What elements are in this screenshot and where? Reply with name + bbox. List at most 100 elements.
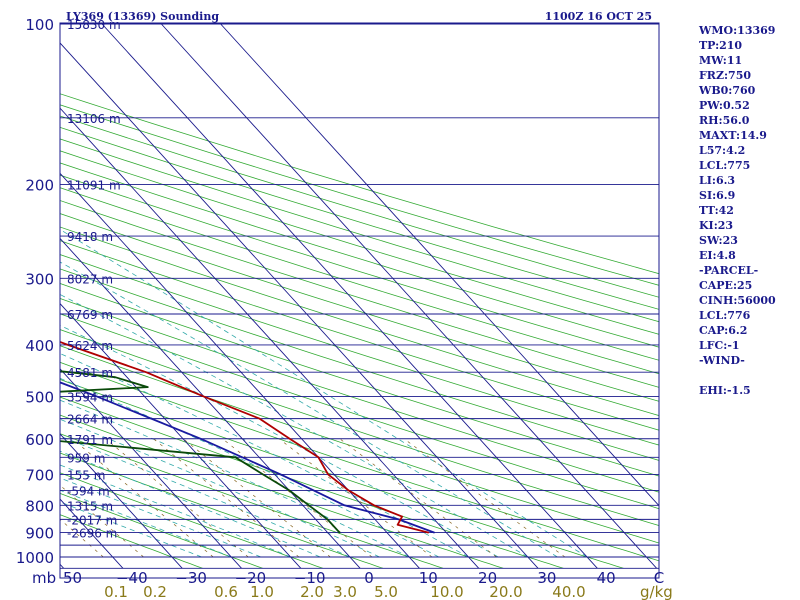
index-row: TP:210: [699, 39, 743, 52]
parcel-path-point: [398, 518, 400, 520]
temperature-tick-label: 40: [597, 569, 616, 587]
temperature-line-point: [397, 524, 399, 526]
height-label: -2017 m: [67, 513, 117, 527]
pressure-tick-label: 300: [25, 270, 54, 288]
dry-adiabat: [60, 213, 659, 402]
parcel-path-point: [280, 473, 282, 476]
index-row: -WIND-: [699, 354, 745, 367]
isotherm: [101, 23, 598, 569]
dry-adiabat: [60, 150, 659, 335]
temperature-line-point: [289, 438, 291, 440]
dewpoint-line-point: [308, 504, 310, 506]
height-label: 9418 m: [67, 230, 113, 244]
height-label: 1315 m: [67, 499, 113, 513]
isotherm: [60, 42, 539, 569]
index-row: CAP:6.2: [699, 324, 748, 337]
dry-adiabat: [60, 254, 659, 446]
isotherm: [60, 107, 480, 569]
index-row: EI:4.8: [699, 249, 736, 262]
pressure-tick-label: 900: [25, 525, 54, 543]
temperature-tick-label: 50: [63, 569, 82, 587]
dry-adiabat: [60, 126, 659, 310]
temperature-tick-label: 10: [419, 569, 438, 587]
index-row: -PARCEL-: [699, 264, 759, 277]
dry-adiabat: [60, 492, 263, 569]
pressure-tick-label: 800: [25, 497, 54, 515]
temperature-unit-label: C: [654, 569, 664, 587]
dry-adiabat: [60, 174, 659, 361]
height-label: 13106 m: [67, 112, 121, 126]
dry-adiabat: [60, 414, 504, 569]
dry-adiabat: [60, 514, 203, 569]
index-row: LFC:-1: [699, 339, 740, 352]
index-row: LCL:776: [699, 309, 751, 322]
temperature-line: [60, 340, 429, 534]
isotherm: [60, 302, 302, 569]
index-row: MW:11: [699, 54, 743, 67]
mixing-ratio-line: [339, 438, 497, 558]
dry-adiabat: [60, 115, 659, 298]
indices-panel: WMO:13369 TP:210 MW:11 FRZ:750 WB0:760 PW:0.5…: [699, 23, 799, 398]
background-grid: [60, 23, 659, 569]
temperature-line-point: [317, 456, 320, 458]
isotherm: [60, 237, 361, 569]
isotherm: [220, 23, 659, 507]
dry-adiabat: [60, 361, 659, 562]
pressure-tick-label: 200: [25, 176, 54, 194]
mixing-ratio-unit-label: g/kg: [640, 583, 673, 600]
height-label: 959 m: [67, 451, 105, 465]
index-row: CINH:56000: [699, 294, 776, 307]
mixing-ratio-label: 0.6: [214, 583, 238, 600]
index-row: CAPE:25: [699, 279, 753, 292]
moist-adiabat: [60, 229, 588, 558]
dewpoint-line-point: [147, 386, 149, 388]
dewpoint-line-point: [326, 518, 329, 520]
height-label: 11091 m: [67, 178, 121, 192]
mixing-ratio-label: 0.2: [143, 583, 167, 600]
dry-adiabat: [60, 298, 659, 493]
dry-adiabat: [60, 138, 659, 323]
plot-frame: [59, 22, 660, 579]
temperature-tick-label: −30: [175, 569, 207, 587]
moist-adiabat: [60, 489, 232, 558]
mixing-ratio-label: 0.1: [104, 583, 128, 600]
isotherm: [60, 172, 420, 569]
dewpoint-line-point: [338, 532, 341, 534]
pressure-unit-label: mb: [32, 569, 56, 587]
dry-adiabat: [60, 226, 659, 417]
height-label: 8027 m: [67, 272, 113, 286]
dewpoint-line-point: [114, 376, 116, 378]
isotherm: [60, 433, 183, 569]
dry-adiabat: [60, 329, 659, 527]
height-label: 3594 m: [67, 391, 113, 405]
parcel-path-point: [200, 438, 202, 440]
pressure-tick-label: 700: [25, 466, 54, 484]
height-label: 1791 m: [67, 433, 113, 447]
pressure-tick-label: 100: [25, 16, 54, 34]
dewpoint-line: [60, 370, 341, 534]
temperature-tick-label: 0: [364, 569, 374, 587]
profiles: [60, 340, 436, 534]
height-label: -2696 m: [67, 527, 117, 541]
temperature-line-point: [373, 504, 375, 506]
dewpoint-line-point: [262, 473, 264, 476]
index-row: FRZ:750: [699, 69, 752, 82]
pressure-tick-label: 500: [25, 389, 54, 407]
dry-adiabat: [60, 268, 659, 461]
dry-adiabat: [60, 283, 659, 477]
index-row: EHI:-1.5: [699, 384, 751, 397]
mixing-ratio-label: 2.0: [300, 583, 324, 600]
isotherm: [161, 23, 658, 569]
temperature-line-point: [258, 418, 261, 420]
index-row: KI:23: [699, 219, 734, 232]
index-row: SW:23: [699, 234, 738, 247]
parcel-path-point: [343, 504, 345, 506]
temperature-tick-label: −40: [116, 569, 148, 587]
moist-adiabat: [60, 450, 321, 558]
index-row: [699, 368, 799, 383]
mixing-ratio-label: 10.0: [430, 583, 463, 600]
index-row: LI:6.3: [699, 174, 736, 187]
temperature-line-point: [427, 532, 430, 534]
mixing-ratio-line: [278, 438, 433, 558]
